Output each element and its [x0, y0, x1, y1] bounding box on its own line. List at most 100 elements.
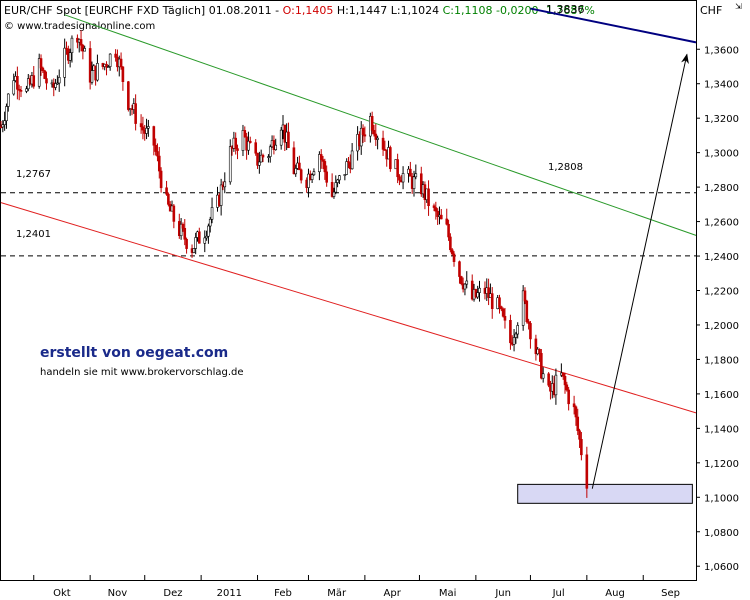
candle-body [478, 287, 481, 293]
y-tick-label: 1,0600 [704, 562, 739, 573]
copyright-text: © www.tradesignalonline.com [4, 21, 155, 32]
y-tick-label: 1,2400 [704, 252, 739, 263]
candle-body [19, 90, 23, 92]
candle-body [43, 70, 46, 79]
candle-body [534, 338, 538, 355]
candle-body [401, 173, 405, 183]
y-tick-label: 1,2200 [704, 287, 739, 298]
upper-channel-line [64, 14, 697, 236]
candle-body [427, 188, 430, 207]
candle-body [119, 58, 123, 68]
currency-label: CHF [700, 4, 722, 17]
candle-body [321, 159, 325, 162]
candle-body [274, 144, 278, 150]
candle-body [207, 225, 210, 237]
candle-body [156, 151, 159, 157]
trend-lines-layer [0, 7, 697, 489]
candle-body [336, 179, 339, 183]
candle-body [287, 131, 290, 149]
candle-body [5, 106, 8, 122]
candle-body [299, 169, 303, 181]
candle-body [490, 293, 494, 310]
candle-body [345, 161, 348, 175]
candle-body [54, 83, 57, 88]
y-tick-label: 1,2800 [704, 183, 739, 194]
candle-body [307, 173, 310, 188]
candle-body [396, 159, 399, 178]
x-tick-label: Mär [327, 588, 347, 599]
candle-body [567, 389, 570, 405]
candle-body [585, 454, 589, 489]
y-tick-label: 1,1200 [704, 459, 739, 470]
candle-body [376, 137, 379, 140]
header-extra-value: 1,3836 [546, 3, 585, 16]
x-tick-label: Feb [274, 588, 292, 599]
candle-body [447, 223, 450, 238]
header-open: O:1,1405 [283, 4, 334, 17]
candle-body [527, 321, 530, 324]
candle-body [514, 333, 518, 338]
header-low: L:1,1024 [387, 4, 439, 17]
candle-body [172, 205, 176, 222]
candle-body [312, 171, 316, 176]
candle-body [463, 283, 467, 290]
candle-body [258, 161, 261, 166]
candle-body [17, 89, 21, 91]
settings-icon[interactable]: ⇲ [735, 2, 742, 11]
candle-body [525, 300, 529, 322]
candle-body [512, 337, 516, 345]
candle-body [254, 142, 258, 154]
candle-body [259, 154, 263, 163]
x-tick-label: Nov [108, 588, 128, 599]
candle-body [205, 235, 208, 239]
candle-body [139, 123, 143, 128]
candle-body [547, 373, 550, 386]
candle-body [576, 416, 580, 432]
candle-body [157, 155, 161, 172]
candle-body [572, 403, 576, 408]
candle-body [68, 52, 72, 61]
candle-body [141, 126, 145, 131]
y-tick-label: 1,3000 [704, 149, 739, 160]
candle-body [436, 210, 439, 217]
candle-body [241, 130, 245, 151]
candle-body [450, 249, 454, 255]
candle-body [414, 173, 418, 178]
candles-layer [0, 30, 589, 498]
candle-body [318, 154, 321, 173]
candle-body [181, 223, 185, 229]
level-label-lower: 1,2401 [16, 229, 51, 240]
candle-body [256, 152, 259, 166]
candle-body [192, 248, 196, 253]
chart-header: EUR/CHF Spot [EURCHF FXD Täglich] 01.08.… [4, 4, 595, 17]
candle-body [389, 147, 392, 170]
candle-body [279, 129, 283, 146]
candle-body [147, 126, 150, 129]
candle-body [574, 406, 578, 418]
y-tick-label: 1,1400 [704, 424, 739, 435]
candle-body [372, 130, 376, 135]
x-tick-label: Jul [552, 588, 565, 599]
candle-body [580, 438, 583, 456]
candle-body [194, 237, 197, 249]
candle-body [323, 161, 327, 173]
candle-body [540, 353, 543, 379]
candle-body [165, 187, 168, 195]
target-zone [517, 483, 693, 504]
candle-body [267, 156, 270, 158]
candle-body [121, 66, 125, 82]
y-axis: 1,0600 1,0800 1,1000 1,1200 1,1400 1,1600 1,18… [696, 45, 739, 573]
candle-body [343, 174, 347, 176]
candle-body [210, 207, 214, 220]
candle-body [219, 184, 223, 206]
candle-body [325, 171, 328, 183]
candle-body [359, 127, 363, 147]
x-tick-label: Apr [384, 588, 402, 599]
candle-body [538, 348, 541, 354]
x-tick-label: Dez [163, 588, 182, 599]
x-tick-label: Okt [53, 588, 71, 599]
candle-body [363, 134, 367, 137]
candle-body [57, 77, 61, 84]
y-tick-label: 1,2600 [704, 218, 739, 229]
candle-body [381, 137, 385, 150]
